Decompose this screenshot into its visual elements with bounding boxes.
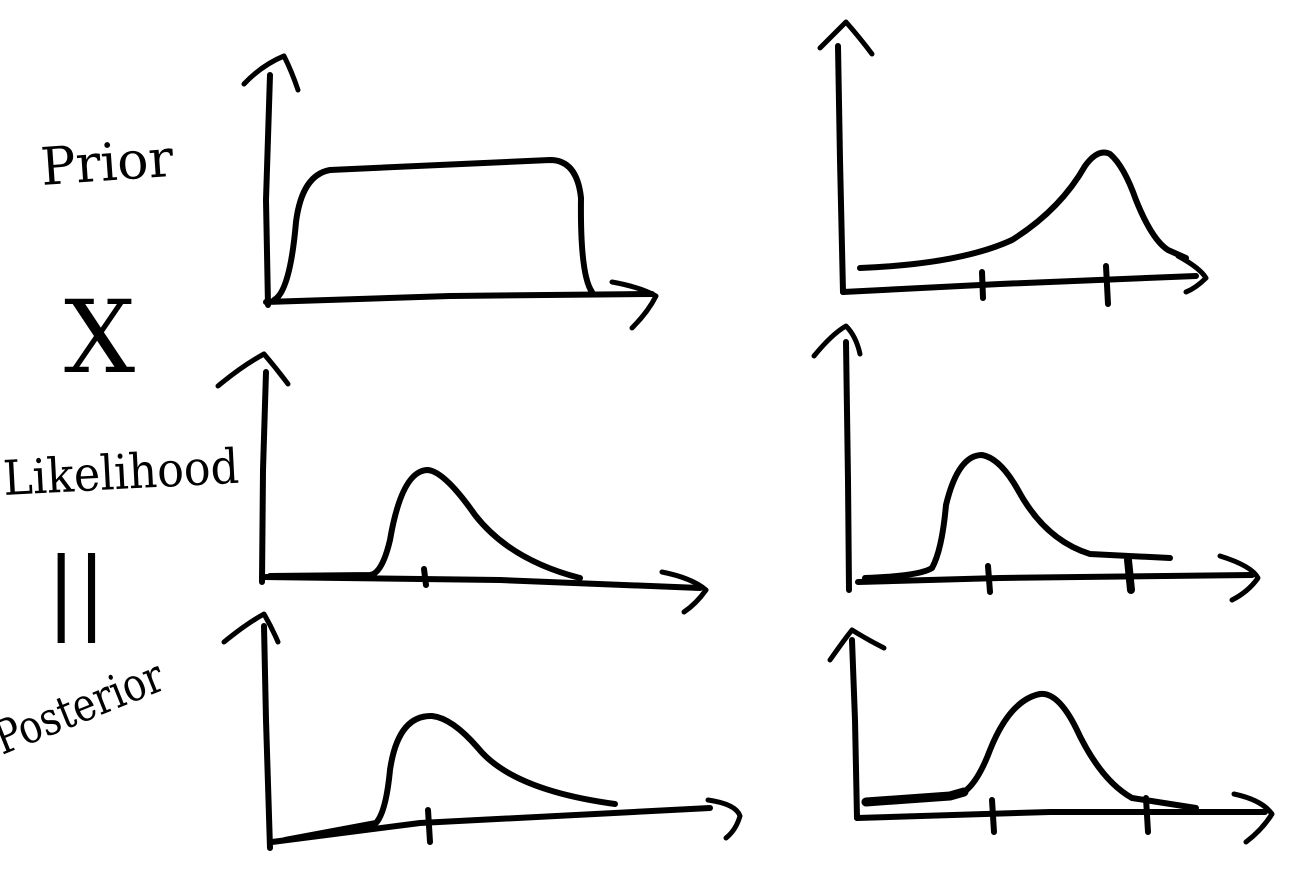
right-likelihood-y-arrowhead (814, 326, 860, 356)
left-posterior-plot (224, 614, 740, 848)
right-prior-plot (820, 22, 1206, 304)
left-posterior-x-arrowhead (708, 800, 740, 838)
right-prior-y-axis (838, 46, 843, 292)
right-posterior-tick-1 (992, 800, 994, 832)
right-likelihood-plot (814, 326, 1258, 600)
left-likelihood-x-axis (262, 577, 700, 588)
right-posterior-x-arrowhead (1234, 794, 1272, 842)
prior-label: Prior (39, 129, 176, 198)
left-likelihood-tick (424, 569, 426, 585)
right-posterior-baseline-scribble (866, 792, 964, 802)
left-posterior-x-axis (272, 808, 710, 842)
right-posterior-x-axis (857, 812, 1265, 818)
left-prior-plot (244, 56, 656, 328)
right-likelihood-tick-1 (988, 566, 990, 592)
right-likelihood-tick-2 (1128, 560, 1131, 590)
right-likelihood-y-axis (846, 342, 849, 590)
left-prior-x-arrowhead (612, 282, 656, 328)
right-prior-curve (860, 153, 1186, 269)
left-prior-uniform-curve (274, 160, 592, 300)
left-posterior-y-arrowhead (224, 614, 278, 642)
left-posterior-tick (428, 810, 430, 842)
left-likelihood-x-arrowhead (662, 572, 706, 612)
right-posterior-y-axis (852, 640, 857, 818)
right-prior-tick-1 (982, 272, 983, 298)
posterior-label: Posterior (0, 648, 171, 765)
likelihood-label: Likelihood (2, 439, 241, 507)
right-posterior-y-arrowhead (830, 630, 884, 660)
left-prior-x-axis (266, 294, 652, 302)
left-likelihood-plot (218, 354, 706, 612)
left-likelihood-y-arrowhead (218, 354, 288, 386)
right-prior-x-axis (843, 276, 1196, 292)
left-posterior-y-axis (264, 626, 270, 848)
right-prior-tick-2 (1106, 266, 1108, 304)
right-prior-y-arrowhead (820, 22, 872, 54)
times-symbol: X (64, 279, 135, 396)
left-prior-y-axis (266, 75, 270, 305)
right-posterior-plot (830, 630, 1272, 842)
equals-symbol: || (46, 539, 107, 644)
left-likelihood-y-axis (262, 372, 266, 582)
right-posterior-curve (964, 694, 1196, 808)
left-likelihood-curve (270, 470, 580, 578)
